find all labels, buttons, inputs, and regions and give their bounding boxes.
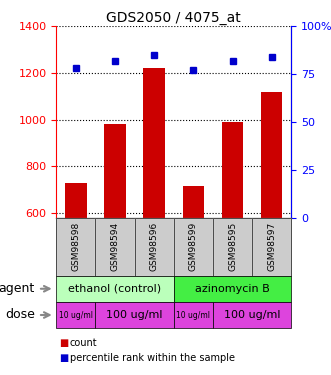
Text: ■: ■ — [60, 338, 69, 348]
Bar — [183, 186, 204, 218]
Text: GSM98598: GSM98598 — [71, 222, 80, 271]
Text: GSM98595: GSM98595 — [228, 222, 237, 271]
Text: 10 ug/ml: 10 ug/ml — [59, 310, 93, 320]
Text: GSM98597: GSM98597 — [267, 222, 276, 271]
Text: percentile rank within the sample: percentile rank within the sample — [70, 353, 234, 363]
Text: dose: dose — [5, 309, 35, 321]
Text: 10 ug/ml: 10 ug/ml — [176, 310, 211, 320]
Text: 100 ug/ml: 100 ug/ml — [106, 310, 163, 320]
Text: GSM98594: GSM98594 — [111, 222, 119, 271]
Bar — [65, 183, 87, 218]
Bar — [222, 122, 243, 218]
Text: 100 ug/ml: 100 ug/ml — [224, 310, 280, 320]
Title: GDS2050 / 4075_at: GDS2050 / 4075_at — [106, 11, 241, 25]
Text: azinomycin B: azinomycin B — [195, 284, 270, 294]
Text: agent: agent — [0, 282, 35, 295]
Bar — [261, 92, 282, 218]
Bar — [104, 124, 126, 218]
Bar — [143, 68, 165, 218]
Text: ethanol (control): ethanol (control) — [69, 284, 162, 294]
Text: count: count — [70, 338, 97, 348]
Text: GSM98599: GSM98599 — [189, 222, 198, 271]
Text: GSM98596: GSM98596 — [150, 222, 159, 271]
Text: ■: ■ — [60, 353, 69, 363]
